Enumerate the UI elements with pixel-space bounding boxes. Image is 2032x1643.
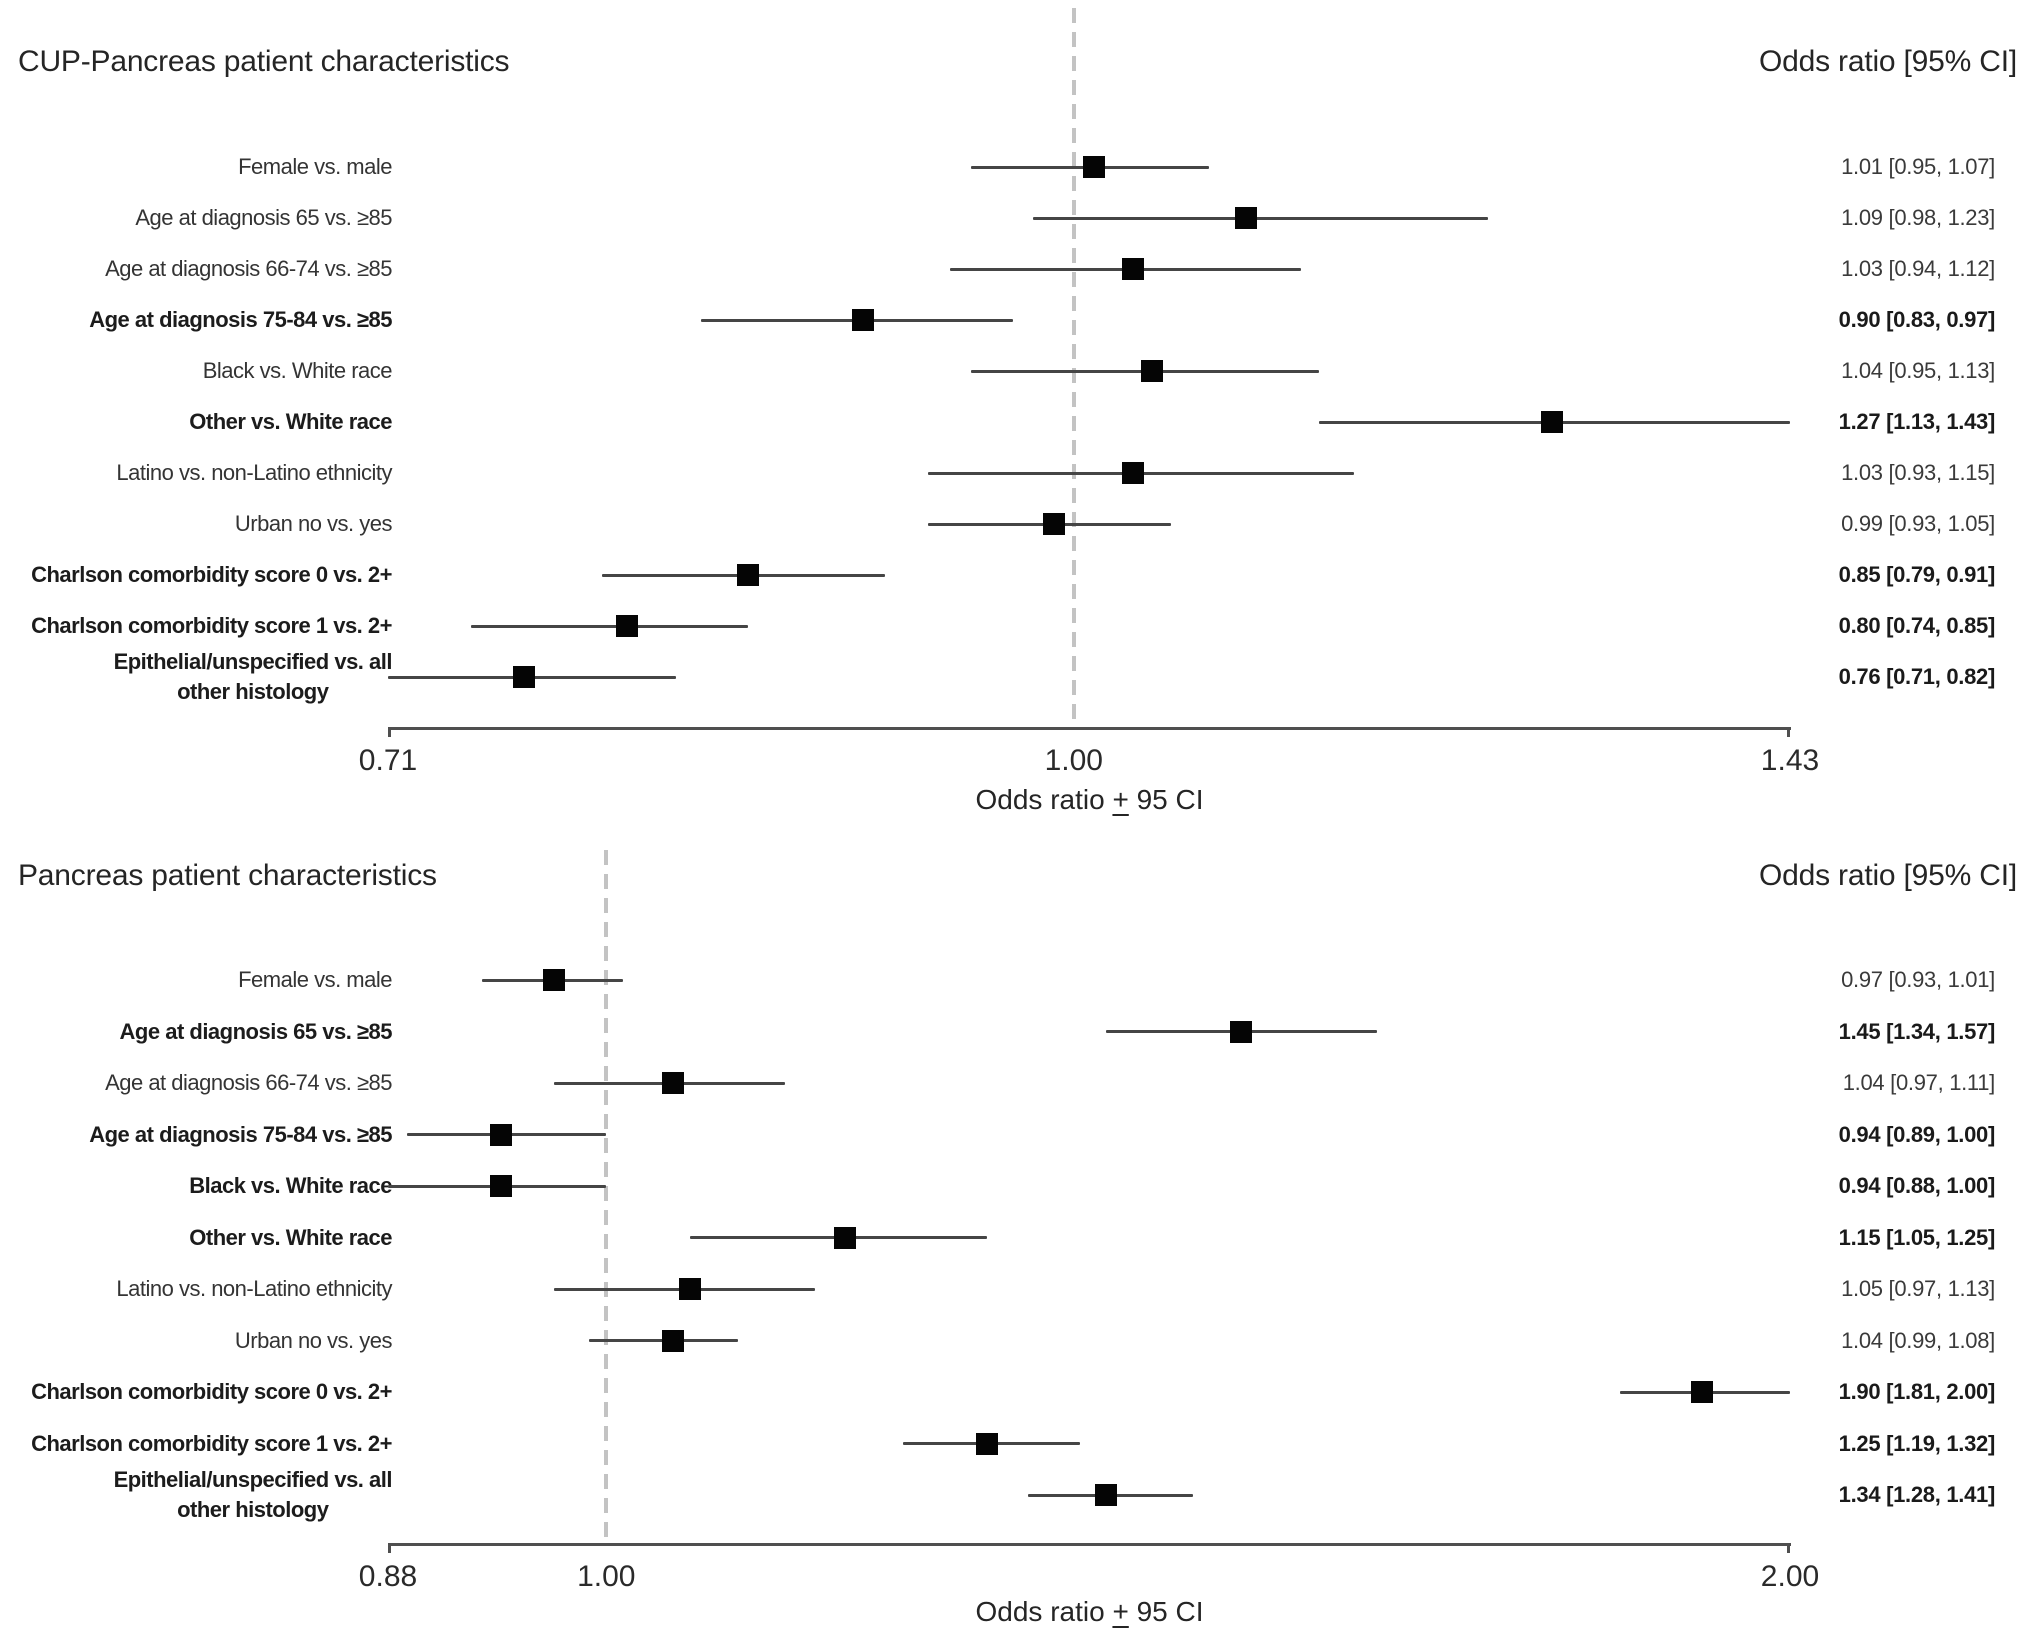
row-label: Age at diagnosis 75-84 vs. ≥85	[89, 1121, 392, 1147]
odds-ratio-marker	[1042, 513, 1065, 535]
odds-ratio-marker	[1095, 1484, 1118, 1506]
odds-ratio-marker	[1082, 156, 1105, 178]
axis-end-tick	[388, 1543, 391, 1553]
row-label: Age at diagnosis 66-74 vs. ≥85	[105, 1070, 392, 1095]
axis-tick-label: 1.00	[577, 1560, 636, 1593]
odds-ratio-value: 1.27 [1.13, 1.43]	[1838, 409, 1996, 434]
odds-ratio-marker	[1229, 1020, 1252, 1043]
odds-ratio-value: 1.25 [1.19, 1.32]	[1838, 1430, 1996, 1456]
odds-ratio-column-header: Odds ratio [95% CI]	[1759, 45, 2017, 78]
odds-ratio-value: 0.76 [0.71, 0.82]	[1838, 664, 1996, 689]
x-axis-line	[388, 1543, 1791, 1546]
row-label: Charlson comorbidity score 0 vs. 2+	[31, 1379, 392, 1404]
confidence-interval-line	[1033, 216, 1489, 220]
odds-ratio-marker	[489, 1175, 512, 1197]
row-label: Charlson comorbidity score 1 vs. 2+	[31, 613, 392, 638]
odds-ratio-value: 0.85 [0.79, 0.91]	[1838, 562, 1996, 587]
chart-title: Pancreas patient characteristics	[18, 859, 437, 892]
odds-ratio-value: 1.04 [0.95, 1.13]	[1841, 358, 1995, 383]
odds-ratio-value: 0.97 [0.93, 1.01]	[1841, 967, 1995, 992]
row-label: Age at diagnosis 65 vs. ≥85	[119, 1018, 393, 1044]
odds-ratio-value: 0.94 [0.89, 1.00]	[1838, 1121, 1996, 1147]
odds-ratio-value: 1.90 [1.81, 2.00]	[1838, 1379, 1996, 1404]
odds-ratio-value: 1.04 [0.99, 1.08]	[1841, 1327, 1995, 1353]
odds-ratio-value: 1.15 [1.05, 1.25]	[1838, 1224, 1996, 1250]
confidence-interval-line	[470, 624, 749, 628]
axis-tick-label: 2.00	[1760, 1560, 1820, 1593]
axis-tick-label: 1.43	[1760, 744, 1820, 777]
chart-title: CUP-Pancreas patient characteristics	[18, 45, 510, 78]
odds-ratio-value: 1.45 [1.34, 1.57]	[1838, 1018, 1996, 1044]
row-label: Other vs. White race	[189, 409, 392, 434]
row-label: Urban no vs. yes	[234, 511, 393, 536]
row-label: Epithelial/unspecified vs. all other hist…	[113, 1467, 393, 1522]
odds-ratio-marker	[513, 666, 536, 688]
row-label: Age at diagnosis 66-74 vs. ≥85	[105, 256, 392, 281]
axis-end-tick	[388, 727, 391, 737]
row-label: Epithelial/unspecified vs. all other hist…	[113, 649, 393, 704]
odds-ratio-marker	[976, 1432, 999, 1455]
axis-end-tick	[1787, 1543, 1790, 1553]
odds-ratio-value: 1.03 [0.93, 1.15]	[1841, 460, 1995, 485]
odds-ratio-value: 1.05 [0.97, 1.13]	[1841, 1276, 1995, 1301]
odds-ratio-marker	[543, 969, 566, 991]
row-label: Charlson comorbidity score 0 vs. 2+	[31, 562, 392, 587]
row-label: Female vs. male	[238, 154, 392, 179]
row-label: Age at diagnosis 75-84 vs. ≥85	[89, 307, 392, 332]
odds-ratio-value: 0.99 [0.93, 1.05]	[1841, 511, 1995, 536]
odds-ratio-column-header: Odds ratio [95% CI]	[1759, 859, 2017, 892]
reference-line-or-1	[604, 850, 609, 1543]
odds-ratio-value: 1.04 [0.97, 1.11]	[1842, 1070, 1996, 1095]
axis-tick-label: 0.71	[358, 744, 418, 777]
row-label: Black vs. White race	[189, 1173, 392, 1198]
axis-end-tick	[1787, 727, 1790, 737]
odds-ratio-value: 0.90 [0.83, 0.97]	[1838, 307, 1996, 332]
odds-ratio-marker	[662, 1072, 685, 1094]
x-axis-line	[388, 727, 1791, 730]
odds-ratio-value: 1.34 [1.28, 1.41]	[1838, 1482, 1996, 1507]
odds-ratio-marker	[615, 615, 638, 637]
odds-ratio-marker	[1235, 207, 1258, 229]
row-label: Age at diagnosis 65 vs. ≥85	[135, 205, 392, 230]
axis-tick-label: 0.88	[358, 1560, 418, 1593]
odds-ratio-marker	[833, 1226, 856, 1249]
odds-ratio-marker	[1541, 411, 1564, 433]
odds-ratio-marker	[662, 1329, 685, 1352]
reference-line-or-1	[1071, 8, 1076, 727]
odds-ratio-marker	[1691, 1381, 1714, 1403]
odds-ratio-marker	[1121, 462, 1144, 484]
odds-ratio-marker	[678, 1278, 701, 1300]
row-label: Latino vs. non-Latino ethnicity	[116, 460, 392, 485]
x-axis-label: Odds ratio + 95 CI	[975, 784, 1204, 815]
odds-ratio-value: 1.01 [0.95, 1.07]	[1841, 154, 1995, 179]
row-label: Female vs. male	[238, 967, 392, 992]
odds-ratio-marker	[851, 309, 874, 331]
x-axis-label: Odds ratio + 95 CI	[975, 1596, 1204, 1627]
odds-ratio-value: 0.94 [0.88, 1.00]	[1838, 1173, 1996, 1198]
axis-tick-label: 1.00	[1044, 744, 1103, 777]
row-label: Latino vs. non-Latino ethnicity	[116, 1276, 392, 1301]
row-label: Urban no vs. yes	[234, 1327, 393, 1353]
odds-ratio-value: 1.03 [0.94, 1.12]	[1841, 256, 1995, 281]
odds-ratio-marker	[1141, 360, 1164, 382]
odds-ratio-marker	[737, 564, 760, 586]
odds-ratio-marker	[489, 1123, 512, 1146]
row-label: Black vs. White race	[202, 358, 393, 383]
odds-ratio-marker	[1121, 258, 1144, 280]
odds-ratio-value: 1.09 [0.98, 1.23]	[1841, 205, 1995, 230]
row-label: Charlson comorbidity score 1 vs. 2+	[31, 1430, 392, 1456]
odds-ratio-value: 0.80 [0.74, 0.85]	[1838, 613, 1996, 638]
row-label: Other vs. White race	[189, 1224, 392, 1250]
